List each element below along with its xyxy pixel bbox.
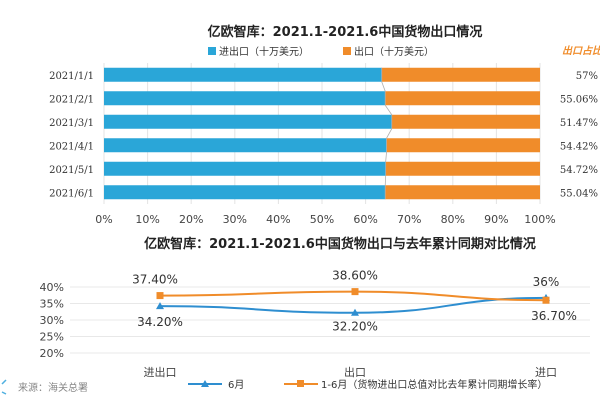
data-label-h1: 36%	[533, 275, 560, 289]
bar-chart-title: 亿欧智库：2021.1-2021.6中国货物出口情况	[208, 24, 483, 40]
data-label-h1: 37.40%	[132, 273, 178, 287]
line-point-june	[156, 302, 164, 310]
data-label-june: 32.20%	[332, 320, 378, 334]
legend-label-export: 出口（十万美元）	[354, 45, 434, 58]
legend-swatch-import-export	[208, 47, 216, 55]
bar-x-axis: 0% 10% 20% 30% 40% 50% 60% 70% 80% 90% 100%	[95, 213, 555, 226]
bar-segment-export	[385, 91, 540, 106]
legend-label-h1: 1-6月（货物进出口总值对比去年累计同期增长率）	[321, 378, 547, 391]
bar-x-tick-label: 30%	[223, 213, 247, 226]
bar-export-share-label: 51.47%	[560, 118, 598, 129]
bar-category-label: 2021/6/1	[49, 188, 94, 199]
bar-plot-area: 2021/1/1 57% 2021/2/1 55.06% 2021/3/1 51.47% 2…	[49, 67, 598, 200]
line-y-tick-label: 20%	[40, 347, 64, 360]
line-legend: 6月 1-6月（货物进出口总值对比去年累计同期增长率）	[188, 378, 547, 391]
bar-segment-export	[386, 138, 540, 153]
bar-segment-import-export	[104, 138, 387, 153]
bar-export-share-label: 57%	[576, 71, 598, 82]
line-category-label: 进口	[535, 366, 557, 379]
bar-segment-import-export	[104, 91, 386, 106]
bar-x-tick-label: 50%	[310, 213, 334, 226]
bar-segment-import-export	[104, 114, 392, 129]
bar-category-label: 2021/2/1	[49, 94, 94, 105]
bar-segment-export	[381, 67, 540, 82]
bar-category-label: 2021/3/1	[49, 118, 94, 129]
line-y-tick-label: 30%	[40, 314, 64, 327]
line-chart-title: 亿欧智库：2021.1-2021.6中国货物出口与去年累计同期对比情况	[144, 236, 536, 252]
bar-export-share-label: 55.04%	[560, 188, 598, 199]
legend-label-import-export: 进出口（十万美元）	[219, 45, 309, 58]
legend-marker-h1-icon	[297, 380, 304, 387]
bar-x-tick-label: 90%	[484, 213, 508, 226]
bar-segment-export	[391, 114, 540, 129]
legend-swatch-export	[343, 47, 351, 55]
bar-legend: 进出口（十万美元） 出口（十万美元）	[208, 45, 434, 58]
bar-gridlines	[103, 63, 541, 204]
legend-label-june: 6月	[228, 379, 244, 391]
bar-x-tick-label: 40%	[266, 213, 290, 226]
bar-x-tick-label: 0%	[95, 213, 112, 226]
line-gridlines	[70, 286, 590, 354]
bar-category-label: 2021/1/1	[49, 71, 94, 82]
bar-category-label: 2021/4/1	[49, 141, 94, 152]
bar-export-share-label: 54.42%	[560, 141, 598, 152]
legend-marker-june-icon	[201, 380, 209, 387]
bar-x-tick-label: 60%	[353, 213, 377, 226]
bar-x-tick-label: 80%	[441, 213, 465, 226]
footer: 来源：海关总署 6月 1-6月（货物进出口总值对比去年累计同期增长率）	[1, 378, 547, 395]
line-y-tick-label: 40%	[40, 281, 64, 294]
line-category-label: 进出口	[144, 365, 177, 379]
line-point-h1	[156, 292, 164, 300]
bar-export-share-label: 55.06%	[560, 94, 598, 105]
line-series-june	[159, 296, 547, 314]
line-plot-area: 34.20% 32.20% 36.70% 37.40% 38.60% 36%	[132, 269, 577, 334]
bar-category-label: 2021/5/1	[49, 165, 94, 176]
bar-side-label: 出口占比	[562, 45, 600, 57]
data-label-h1: 38.60%	[332, 269, 378, 283]
bar-series-connector	[381, 67, 393, 200]
line-point-h1	[542, 296, 550, 304]
line-y-tick-label: 35%	[40, 298, 64, 311]
line-x-axis: 进出口 出口 进口	[144, 365, 558, 379]
line-y-tick-label: 25%	[40, 331, 64, 344]
line-y-axis: 20% 25% 30% 35% 40%	[40, 281, 64, 360]
line-point-june	[351, 308, 359, 316]
bar-segment-import-export	[104, 67, 382, 82]
line-point-h1	[351, 288, 359, 296]
bar-export-share-label: 54.72%	[560, 165, 598, 176]
bar-x-tick-label: 20%	[179, 213, 203, 226]
line-category-label: 出口	[344, 365, 366, 379]
bar-segment-export	[385, 161, 540, 176]
bar-x-tick-label: 10%	[135, 213, 159, 226]
bar-x-tick-label: 70%	[397, 213, 421, 226]
data-label-june: 36.70%	[531, 309, 577, 323]
bar-segment-export	[385, 185, 540, 200]
bar-segment-import-export	[104, 185, 386, 200]
bar-segment-import-export	[104, 161, 386, 176]
bar-x-tick-label: 100%	[524, 213, 555, 226]
logo-mark-icon	[1, 379, 7, 395]
data-label-june: 34.20%	[137, 315, 183, 329]
source-note: 来源：海关总署	[18, 381, 88, 394]
